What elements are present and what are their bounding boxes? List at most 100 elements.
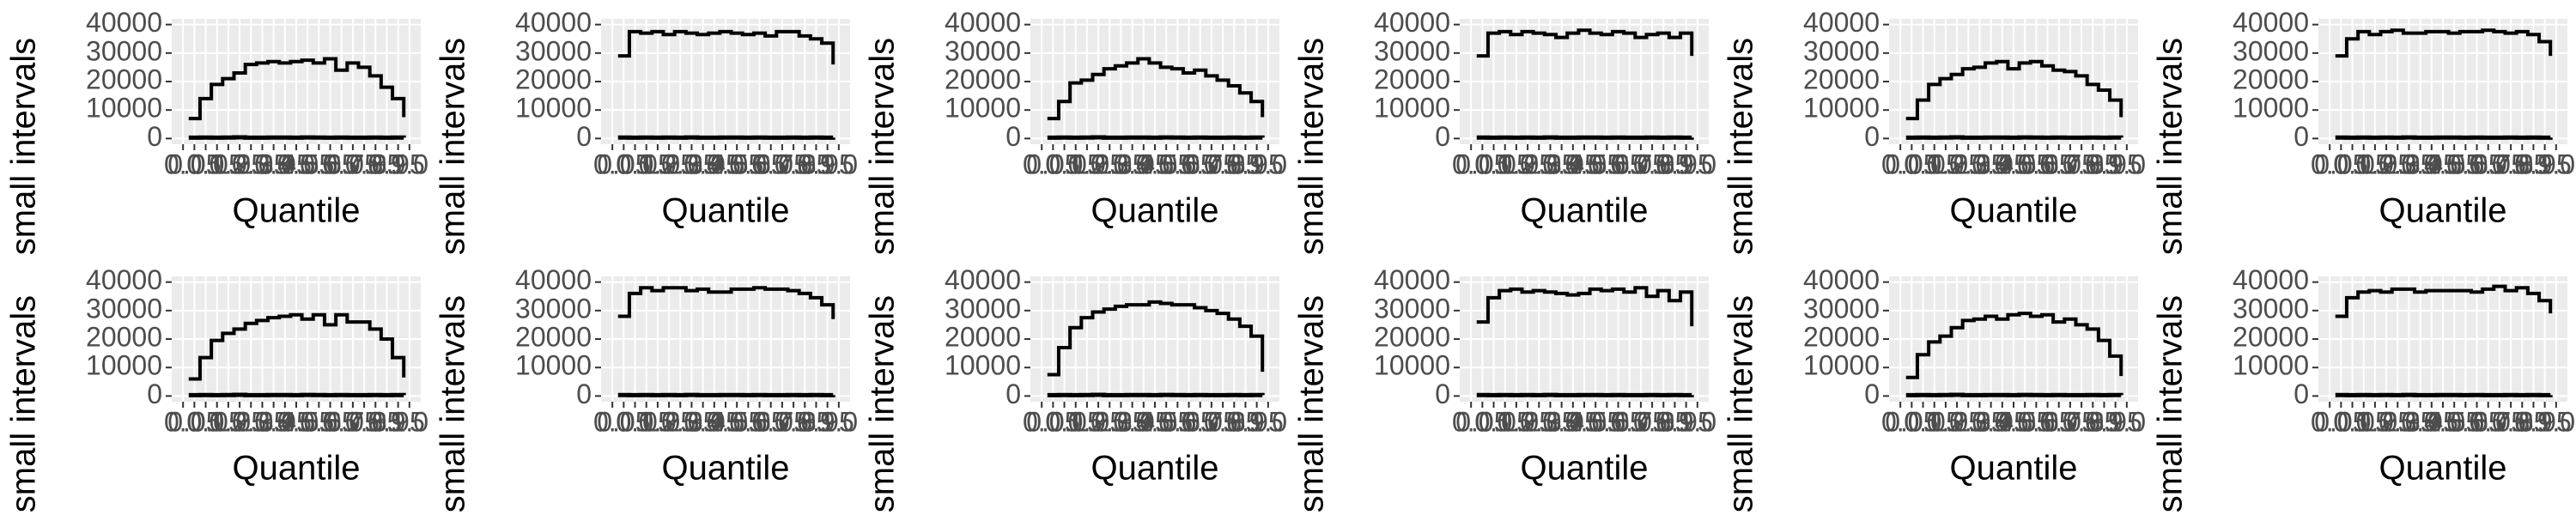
x-tick-label: 0.0 (1881, 148, 1919, 179)
x-tick-label: 0.65 (303, 148, 356, 179)
y-axis-title: ESS for small intervals (434, 295, 472, 515)
panel: 0100002000030000400000.00.050.10.150.20.… (2152, 264, 2575, 515)
x-tick-label: 0.3 (661, 406, 699, 437)
x-tick-label: 0.15 (1049, 148, 1103, 179)
x-tick-label: 0.6 (2446, 148, 2484, 179)
panel: 0100002000030000400000.00.050.10.150.20.… (2152, 7, 2575, 258)
x-tick-label: 0.1 (1045, 148, 1083, 179)
x-tick-label: 0.3 (2379, 406, 2416, 437)
x-tick-label: 1.0 (1249, 148, 1287, 179)
x-tick-label: 0.55 (710, 148, 763, 179)
panel: 0100002000030000400000.00.050.10.150.20.… (1722, 7, 2146, 383)
x-tick-label: 0.1 (616, 406, 653, 437)
x-tick-label: 0.45 (1117, 406, 1170, 437)
x-tick-label: 1.0 (2108, 148, 2146, 179)
x-tick-label: 0.75 (1185, 406, 1238, 437)
x-tick-label: 0.95 (1659, 148, 1712, 179)
x-tick-label: 0.0 (1023, 148, 1060, 179)
x-tick-label: 0.4 (683, 406, 721, 437)
y-tick-label: 30000 (86, 293, 162, 324)
x-tick-label: 1.0 (1679, 406, 1716, 437)
x-tick-label: 0.9 (1656, 148, 1693, 179)
x-tick-label: 0.0 (1023, 406, 1060, 437)
x-tick-label: 0.3 (1520, 148, 1558, 179)
x-tick-label: 0.9 (2514, 406, 2552, 437)
x-tick-label: 0.2 (210, 148, 247, 179)
x-tick-label: 0.15 (2337, 148, 2391, 179)
x-tick-label: 0.05 (2314, 148, 2367, 179)
ess-step-line (188, 57, 406, 121)
y-tick-label: 40000 (86, 264, 162, 295)
x-tick-label: 0.1 (1474, 406, 1512, 437)
x-tick-label: 0.9 (1226, 148, 1264, 179)
y-tick-label: 10000 (945, 93, 1021, 124)
panel: 0100002000030000400000.00.050.10.150.20.… (5, 264, 428, 515)
x-tick-label: 0.6 (2017, 406, 2055, 437)
ess-step-line (1905, 59, 2123, 121)
panel-inner: 0100002000030000400000.00.050.10.150.20.… (1722, 7, 2146, 383)
x-tick-label: 0.35 (1094, 148, 1147, 179)
x-tick-label: 0.35 (1094, 406, 1147, 437)
x-tick-label: 0.35 (235, 148, 289, 179)
x-tick-label: 0.05 (167, 406, 221, 437)
panel: 0100002000030000400000.00.050.10.150.20.… (1722, 264, 2146, 515)
x-tick-label: 0.65 (2020, 148, 2074, 179)
x-tick-label: 0.4 (2401, 148, 2439, 179)
panel: 0100002000030000400000.00.050.10.150.20.… (1293, 264, 1716, 515)
x-tick-label: 0.55 (710, 406, 763, 437)
x-tick-label: 0.25 (642, 148, 696, 179)
x-tick-label: 0.0 (2311, 148, 2348, 179)
x-tick-label: 0.15 (620, 406, 673, 437)
x-tick-label: 0.9 (1226, 406, 1264, 437)
x-tick-label: 0.95 (800, 148, 854, 179)
x-tick-label: 0.35 (665, 148, 718, 179)
x-tick-label: 0.2 (1927, 406, 1965, 437)
y-tick-label: 10000 (515, 93, 592, 124)
y-tick-label: 20000 (1374, 321, 1450, 352)
y-tick-label: 20000 (2233, 321, 2309, 352)
x-tick-label: 0.6 (729, 406, 767, 437)
x-tick-label: 0.45 (2405, 406, 2458, 437)
panel: 0100002000030000400000.00.050.10.150.20.… (1293, 7, 1716, 258)
x-tick-label: 0.05 (1885, 148, 1938, 179)
ess-step-line (1047, 57, 1265, 121)
x-tick-label: 0.15 (1479, 406, 1532, 437)
x-tick-label: 0.9 (1656, 406, 1693, 437)
x-tick-label: 0.0 (593, 406, 631, 437)
x-tick-label: 0.45 (688, 148, 741, 179)
x-tick-label: 0.15 (1908, 148, 1961, 179)
x-tick-label: 0.75 (2044, 406, 2097, 437)
x-axis-title: Quantile (1950, 450, 2078, 488)
x-tick-label: 0.65 (2450, 148, 2503, 179)
x-tick-label: 0.25 (1501, 406, 1554, 437)
x-axis-title: Quantile (1950, 192, 2078, 230)
ess-step-line (188, 312, 406, 381)
x-tick-label: 0.45 (2405, 148, 2458, 179)
x-tick-label: 0.5 (1136, 406, 1174, 437)
x-tick-label: 0.35 (1523, 406, 1577, 437)
x-tick-label: 0.35 (1953, 148, 2006, 179)
x-tick-label: 0.35 (235, 406, 289, 437)
x-tick-label: 0.65 (303, 406, 356, 437)
panel-inner: 0100002000030000400000.00.050.10.150.20.… (1293, 264, 1716, 515)
x-tick-label: 0.65 (2450, 406, 2503, 437)
y-tick-label: 40000 (2233, 264, 2309, 295)
x-tick-label: 0.25 (2360, 148, 2413, 179)
panel-inner: 0100002000030000400000.00.050.10.150.20.… (864, 7, 1287, 258)
x-tick-label: 0.95 (371, 148, 424, 179)
y-tick-label: 0 (576, 121, 592, 152)
x-tick-label: 0.85 (1207, 148, 1261, 179)
ess-step-line (617, 286, 835, 319)
y-axis-title: ESS for small intervals (1722, 38, 1760, 383)
x-tick-label: 0.7 (322, 148, 360, 179)
ess-step-line (1905, 312, 2123, 379)
x-tick-label: 0.7 (1610, 148, 1648, 179)
x-tick-label: 0.4 (1113, 148, 1151, 179)
x-tick-label: 1.0 (1249, 406, 1287, 437)
x-axis-title: Quantile (2379, 192, 2507, 230)
x-tick-label: 0.7 (2469, 406, 2506, 437)
x-tick-label: 0.3 (232, 148, 270, 179)
x-tick-label: 0.25 (2360, 406, 2413, 437)
y-tick-label: 20000 (1374, 64, 1450, 94)
panel: 0100002000030000400000.00.050.10.150.20.… (5, 7, 428, 258)
